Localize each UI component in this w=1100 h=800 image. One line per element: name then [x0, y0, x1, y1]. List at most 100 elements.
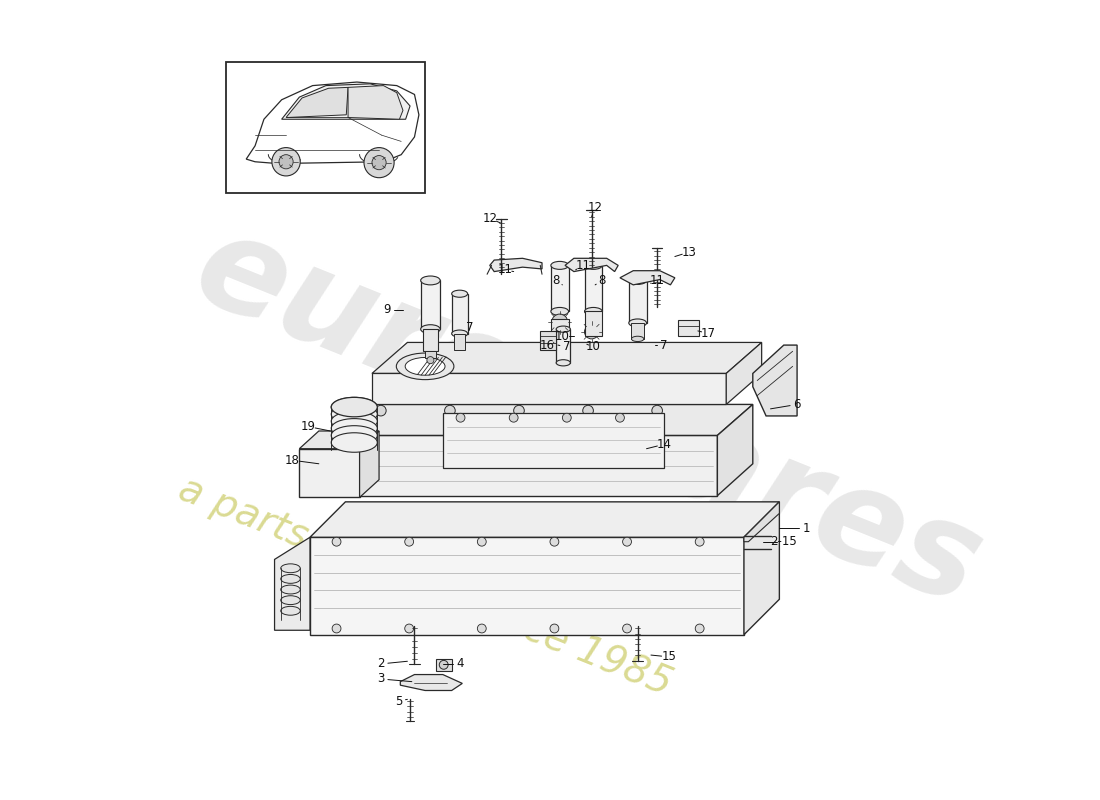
Ellipse shape — [280, 564, 300, 573]
Text: 16: 16 — [540, 338, 554, 351]
Ellipse shape — [557, 326, 571, 332]
Circle shape — [439, 660, 448, 670]
Bar — [226, 62, 425, 193]
Circle shape — [444, 406, 455, 416]
Circle shape — [695, 538, 704, 546]
Polygon shape — [282, 84, 410, 119]
Bar — [310, 538, 744, 634]
Circle shape — [279, 154, 293, 169]
Polygon shape — [275, 538, 310, 630]
Bar — [420, 281, 440, 329]
Bar — [443, 414, 664, 468]
Text: 7: 7 — [465, 321, 473, 334]
Text: 12: 12 — [587, 202, 603, 214]
Circle shape — [332, 624, 341, 633]
Circle shape — [427, 357, 434, 364]
Bar — [584, 311, 602, 336]
Circle shape — [405, 538, 414, 546]
Ellipse shape — [629, 277, 647, 285]
Ellipse shape — [631, 336, 644, 342]
Ellipse shape — [452, 290, 468, 298]
Ellipse shape — [551, 262, 569, 270]
Text: 11: 11 — [650, 274, 664, 287]
Polygon shape — [744, 502, 780, 634]
Ellipse shape — [396, 353, 454, 380]
Text: 8: 8 — [552, 274, 560, 287]
Circle shape — [550, 538, 559, 546]
Text: 13: 13 — [682, 246, 696, 258]
Ellipse shape — [331, 418, 377, 438]
Circle shape — [652, 406, 662, 416]
Circle shape — [405, 624, 414, 633]
Ellipse shape — [420, 325, 440, 334]
Circle shape — [616, 414, 625, 422]
Text: a parts supplier since 1985: a parts supplier since 1985 — [173, 470, 678, 702]
Circle shape — [623, 538, 631, 546]
Ellipse shape — [452, 330, 468, 337]
Ellipse shape — [557, 360, 571, 366]
Polygon shape — [744, 502, 780, 542]
Circle shape — [514, 406, 525, 416]
Bar — [425, 351, 436, 358]
Text: 18: 18 — [285, 454, 299, 466]
Circle shape — [332, 538, 341, 546]
Circle shape — [375, 406, 386, 416]
Ellipse shape — [405, 358, 446, 375]
Ellipse shape — [331, 398, 377, 417]
Bar — [557, 329, 571, 363]
Text: 17: 17 — [701, 327, 716, 340]
Circle shape — [695, 624, 704, 633]
Circle shape — [372, 155, 386, 170]
Ellipse shape — [331, 405, 377, 424]
Ellipse shape — [331, 433, 377, 452]
Polygon shape — [717, 405, 752, 496]
Ellipse shape — [420, 276, 440, 285]
Bar — [629, 281, 647, 323]
Text: 11: 11 — [497, 263, 513, 276]
Text: 7: 7 — [660, 338, 668, 351]
Text: 6: 6 — [793, 398, 801, 411]
Polygon shape — [299, 431, 380, 449]
Text: 7: 7 — [563, 340, 571, 354]
Bar — [424, 329, 438, 351]
Text: 9: 9 — [383, 303, 390, 316]
Ellipse shape — [280, 574, 300, 583]
Text: 1: 1 — [802, 522, 810, 535]
Bar — [454, 334, 465, 350]
Text: 11: 11 — [575, 259, 591, 272]
Polygon shape — [565, 258, 618, 271]
Ellipse shape — [331, 426, 377, 445]
Polygon shape — [620, 270, 675, 285]
Text: 10: 10 — [586, 340, 601, 354]
Bar — [452, 294, 468, 334]
Ellipse shape — [331, 398, 377, 417]
Text: 3: 3 — [377, 673, 385, 686]
Polygon shape — [726, 342, 761, 405]
Ellipse shape — [280, 606, 300, 615]
Circle shape — [477, 624, 486, 633]
Ellipse shape — [280, 585, 300, 594]
Bar — [678, 320, 698, 336]
Polygon shape — [490, 258, 542, 271]
Bar — [299, 449, 360, 498]
Bar — [631, 323, 644, 339]
Bar — [551, 318, 569, 336]
Circle shape — [583, 406, 593, 416]
Text: 8: 8 — [598, 274, 606, 287]
Text: 19: 19 — [300, 420, 316, 433]
Ellipse shape — [280, 596, 300, 605]
Polygon shape — [286, 87, 348, 118]
Ellipse shape — [584, 307, 602, 315]
Text: 10: 10 — [554, 330, 570, 342]
Text: eurospares: eurospares — [177, 202, 999, 633]
Bar — [551, 266, 569, 311]
Polygon shape — [372, 342, 761, 374]
Text: 2-15: 2-15 — [770, 535, 798, 548]
Polygon shape — [246, 82, 419, 163]
Circle shape — [364, 147, 394, 178]
Circle shape — [584, 325, 598, 339]
Circle shape — [552, 314, 568, 330]
Bar — [337, 435, 717, 496]
Circle shape — [272, 147, 300, 176]
Ellipse shape — [551, 307, 569, 315]
